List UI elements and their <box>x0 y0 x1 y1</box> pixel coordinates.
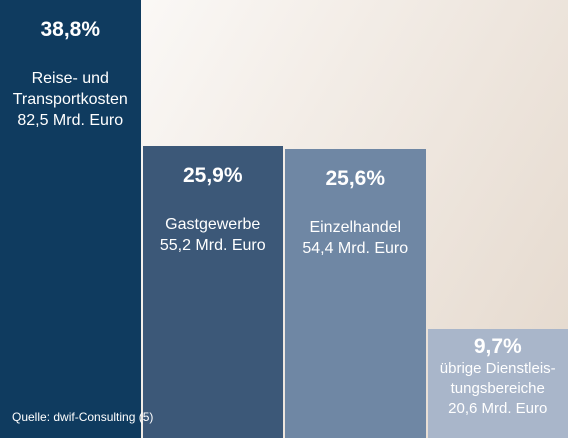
bar: 25,9% Gastgewerbe 55,2 Mrd. Euro <box>142 145 283 438</box>
value-label: 9,7% <box>473 334 522 358</box>
amount-label: 20,6 Mrd. Euro <box>448 399 548 417</box>
value-label: 25,9% <box>182 163 243 187</box>
amount-label: 54,4 Mrd. Euro <box>302 240 409 258</box>
category-label: übrige Dienstleis-tungsbereiche <box>439 359 556 397</box>
value-label: 25,6% <box>325 167 386 191</box>
bar: 9,7% übrige Dienstleis-tungsbereiche 20,6 … <box>427 328 568 438</box>
bar: 38,8% Reise- und Transportkosten 82,5 Mrd.… <box>0 0 141 438</box>
source-note: Quelle: dwif-Consulting (5) <box>12 410 154 424</box>
category-label: Einzelhandel <box>309 219 402 237</box>
category-label: Reise- und Transportkosten <box>12 70 128 108</box>
value-label: 38,8% <box>40 18 101 41</box>
category-label: Gastgewerbe <box>165 215 261 233</box>
amount-label: 55,2 Mrd. Euro <box>159 236 266 254</box>
amount-label: 82,5 Mrd. Euro <box>17 112 124 129</box>
bar: 25,6% Einzelhandel 54,4 Mrd. Euro <box>285 149 426 438</box>
